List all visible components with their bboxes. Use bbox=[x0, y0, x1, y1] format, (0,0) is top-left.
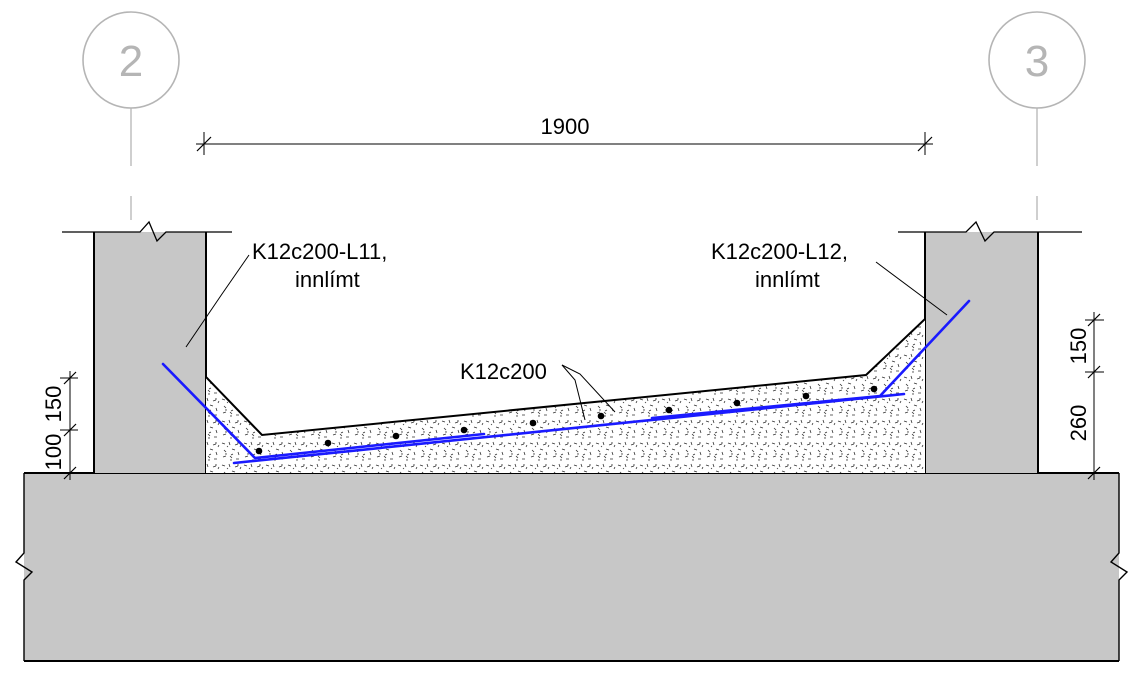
right-bar-label-line2: innlímt bbox=[755, 267, 820, 292]
grid-marker-2: 2 bbox=[82, 11, 180, 220]
right-dim-lower: 260 bbox=[1066, 405, 1091, 442]
grid-marker-3: 3 bbox=[988, 11, 1086, 220]
rebar-right-bent bbox=[650, 299, 971, 420]
rebar-dots bbox=[255, 385, 878, 455]
left-bar-label-line2: innlímt bbox=[295, 267, 360, 292]
right-vertical-dimension: 150 260 bbox=[1066, 312, 1104, 480]
right-wall bbox=[898, 220, 1082, 473]
rebar-lines bbox=[161, 299, 971, 465]
middle-bar-label: K12c200 bbox=[460, 359, 547, 384]
base-slab bbox=[14, 472, 1129, 662]
span-dimension-label: 1900 bbox=[541, 114, 590, 139]
left-bar-label-line1: K12c200-L11, bbox=[252, 239, 387, 264]
left-dim-lower: 100 bbox=[41, 434, 66, 471]
right-bar-label-line1: K12c200-L12, bbox=[711, 239, 848, 264]
leader-lines bbox=[185, 254, 948, 421]
left-dim-upper: 150 bbox=[41, 386, 66, 423]
concrete-infill bbox=[205, 318, 926, 473]
grid-marker-3-label: 3 bbox=[1025, 37, 1049, 86]
right-dim-upper: 150 bbox=[1066, 328, 1091, 365]
grid-marker-2-label: 2 bbox=[119, 37, 143, 86]
rebar-left-bent bbox=[161, 362, 486, 460]
span-dimension: 1900 bbox=[196, 114, 933, 155]
left-vertical-dimension: 100 150 bbox=[41, 371, 78, 480]
